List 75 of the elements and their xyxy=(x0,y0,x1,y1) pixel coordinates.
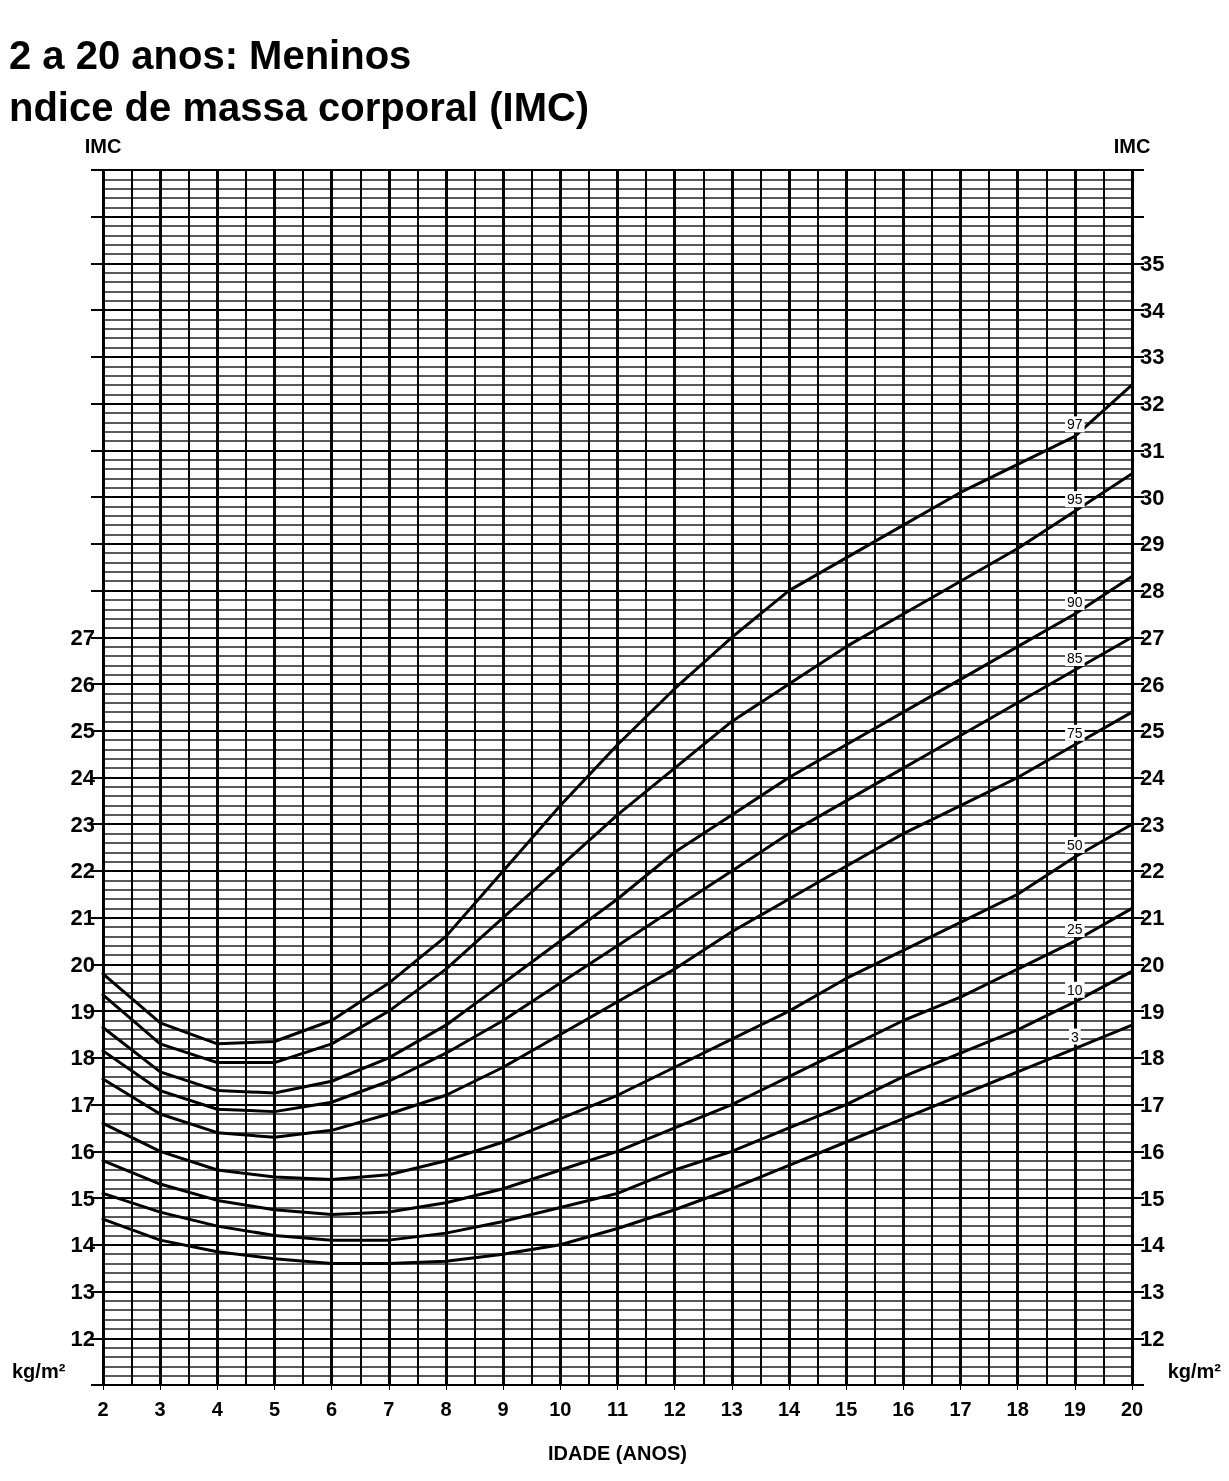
y2-tick-label: 27 xyxy=(1140,624,1165,650)
y2-tick-label: 19 xyxy=(1140,998,1165,1024)
y-tick-label: 16 xyxy=(70,1138,95,1164)
y2-tick-label: 15 xyxy=(1140,1185,1165,1211)
x-tick-label: 6 xyxy=(326,1398,338,1420)
y-tick-label: 25 xyxy=(70,718,95,744)
series-label: 3 xyxy=(1070,1028,1079,1045)
x-tick-label: 7 xyxy=(383,1398,395,1420)
y-axis-title: IMC xyxy=(84,135,122,157)
x-tick-label: 10 xyxy=(549,1398,572,1420)
x-tick-label: 17 xyxy=(949,1398,972,1420)
y2-tick-label: 32 xyxy=(1140,391,1165,417)
y-tick-label: 12 xyxy=(70,1325,95,1351)
x-tick-label: 18 xyxy=(1006,1398,1029,1420)
series-label: 75 xyxy=(1067,724,1083,741)
series-label: 85 xyxy=(1067,650,1083,667)
y-tick-label: 26 xyxy=(70,671,95,697)
y2-tick-label: 13 xyxy=(1140,1279,1165,1305)
y2-tick-label: 25 xyxy=(1140,718,1165,744)
x-tick-label: 2 xyxy=(97,1398,109,1420)
series-label: 90 xyxy=(1067,593,1083,610)
x-tick-label: 5 xyxy=(268,1398,281,1420)
chart-subtitle: ndice de massa corporal (IMC) xyxy=(9,85,590,129)
y2-tick-label: 26 xyxy=(1140,671,1165,697)
x-tick-label: 19 xyxy=(1063,1398,1086,1420)
text: kg/m² xyxy=(12,1360,66,1382)
y-tick-label: 15 xyxy=(70,1185,95,1211)
x-tick-label: 9 xyxy=(497,1398,509,1420)
y2-tick-label: 34 xyxy=(1140,297,1166,323)
y2-tick-label: 17 xyxy=(1140,1092,1165,1118)
y2-tick-label: 18 xyxy=(1140,1045,1165,1071)
x-tick-label: 12 xyxy=(663,1398,686,1420)
series-label: 25 xyxy=(1067,921,1083,938)
chart-title: 2 a 20 anos: Meninos xyxy=(9,33,412,77)
y-tick-label: 18 xyxy=(70,1045,95,1071)
text: kg/m² xyxy=(1167,1360,1222,1382)
x-tick-label: 8 xyxy=(440,1398,452,1420)
x-tick-label: 11 xyxy=(606,1398,629,1420)
y-tick-label: 17 xyxy=(70,1092,95,1118)
y2-tick-label: 31 xyxy=(1140,437,1165,463)
series-label: 97 xyxy=(1067,416,1083,433)
y2-tick-label: 30 xyxy=(1140,484,1165,510)
y-tick-label: 20 xyxy=(70,951,95,977)
y2-tick-label: 12 xyxy=(1140,1325,1165,1351)
y2-tick-label: 28 xyxy=(1140,578,1165,604)
y-tick-label: 27 xyxy=(70,624,95,650)
y-tick-label: 14 xyxy=(70,1232,96,1258)
x-tick-label: 16 xyxy=(892,1398,915,1420)
series-label: 10 xyxy=(1067,981,1083,998)
y-tick-label: 13 xyxy=(70,1279,95,1305)
y2-tick-label: 23 xyxy=(1140,811,1165,837)
y2-tick-label: 35 xyxy=(1140,250,1165,276)
series-label: 50 xyxy=(1067,836,1083,853)
x-tick-label: 13 xyxy=(720,1398,743,1420)
y2-tick-label: 29 xyxy=(1140,531,1165,557)
x-tick-label: 20 xyxy=(1120,1398,1144,1420)
y-tick-label: 23 xyxy=(70,811,95,837)
x-tick-label: 4 xyxy=(211,1398,224,1420)
x-axis-title: IDADE (ANOS) xyxy=(548,1442,687,1464)
y-tick-label: 21 xyxy=(70,905,95,931)
x-tick-label: 15 xyxy=(835,1398,858,1420)
x-tick-label: 14 xyxy=(777,1398,801,1420)
y2-tick-label: 24 xyxy=(1140,765,1166,790)
y2-tick-label: 21 xyxy=(1140,905,1165,931)
y2-tick-label: 16 xyxy=(1140,1138,1165,1164)
y2-tick-label: 20 xyxy=(1140,951,1165,977)
y2-tick-label: 14 xyxy=(1140,1232,1166,1258)
series-label: 95 xyxy=(1067,491,1083,508)
y-tick-label: 22 xyxy=(70,858,95,884)
y-tick-label: 19 xyxy=(70,998,95,1024)
y-tick-label: 24 xyxy=(70,765,96,790)
x-tick-label: 3 xyxy=(154,1398,166,1420)
y2-tick-label: 33 xyxy=(1140,344,1165,370)
y2-tick-label: 22 xyxy=(1140,858,1165,884)
y2-axis-title: IMC xyxy=(1113,135,1151,157)
